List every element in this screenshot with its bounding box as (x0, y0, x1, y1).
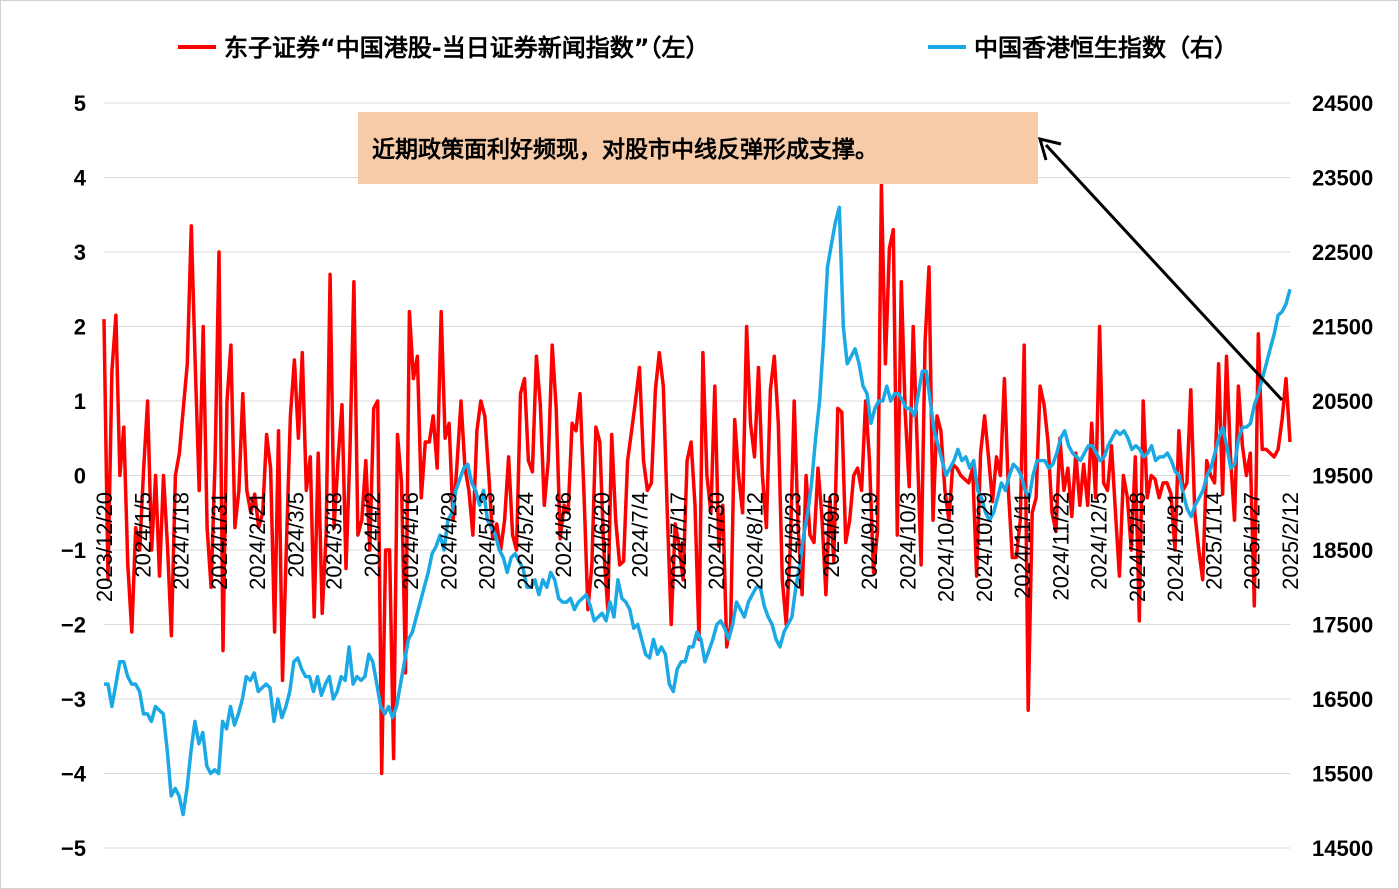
x-tick-label: 2024/10/3 (895, 492, 920, 590)
x-tick-label: 2025/1/14 (1202, 492, 1227, 590)
right-y-tick-label: 21500 (1312, 315, 1373, 340)
legend-label-hang-seng: 中国香港恒生指数（右） (974, 34, 1238, 62)
left-y-tick-label: 5 (74, 91, 86, 116)
x-tick-label: 2024/1/5 (130, 492, 155, 578)
x-tick-label: 2024/12/5 (1087, 492, 1112, 590)
left-y-tick-label: −2 (61, 613, 86, 638)
x-tick-label: 2024/8/12 (742, 492, 767, 590)
legend: 东子证券“中国港股-当日证券新闻指数”（左） 中国香港恒生指数（右） (178, 34, 1238, 62)
x-tick-label: 2024/8/23 (781, 492, 806, 590)
x-tick-label: 2024/9/5 (819, 492, 844, 578)
x-tick-label: 2024/10/29 (972, 492, 997, 602)
left-axis-ticks: 5 4 3 2 1 0 −1 −2 −3 −4 −5 (61, 91, 87, 861)
x-tick-label: 2024/10/16 (934, 492, 959, 602)
x-tick-label: 2024/7/17 (666, 492, 691, 590)
series-line-news-index (102, 183, 1292, 776)
x-tick-label: 2024/2/21 (245, 492, 270, 590)
x-tick-label: 2024/7/4 (628, 492, 653, 578)
right-y-tick-label: 18500 (1312, 538, 1373, 563)
right-y-tick-label: 23500 (1312, 166, 1373, 191)
left-y-tick-label: 1 (74, 389, 86, 414)
left-y-tick-label: −5 (61, 836, 86, 861)
annotation-arrow (1044, 143, 1284, 402)
annotation-box (358, 112, 1038, 184)
left-y-tick-label: 3 (74, 240, 86, 265)
x-tick-label: 2024/11/11 (1010, 492, 1035, 599)
left-y-tick-label: 2 (74, 315, 86, 340)
series-line-hang-seng (104, 205, 1292, 817)
x-tick-label: 2025/2/12 (1278, 492, 1303, 590)
left-y-tick-label: 0 (74, 464, 86, 489)
annotation-text: 近期政策面利好频现，对股市中线反弹形成支撑。 (372, 136, 878, 163)
left-y-tick-label: −3 (61, 687, 86, 712)
x-tick-label: 2024/12/31 (1163, 492, 1188, 602)
right-y-tick-label: 17500 (1312, 613, 1373, 638)
right-y-tick-label: 20500 (1312, 389, 1373, 414)
x-tick-label: 2024/1/18 (169, 492, 194, 590)
x-tick-label: 2024/4/16 (398, 492, 423, 590)
x-tick-label: 2024/9/19 (857, 492, 882, 590)
x-tick-label: 2024/3/5 (283, 492, 308, 578)
right-y-tick-label: 19500 (1312, 464, 1373, 489)
x-tick-label: 2024/11/22 (1049, 492, 1074, 600)
right-y-tick-label: 22500 (1312, 240, 1373, 265)
x-tick-label: 2023/12/20 (92, 492, 117, 602)
right-y-tick-label: 15500 (1312, 762, 1373, 787)
x-tick-label: 2024/1/31 (207, 492, 232, 590)
x-tick-label: 2024/6/6 (551, 492, 576, 578)
x-tick-label: 2024/3/18 (322, 492, 347, 590)
x-tick-label: 2025/1/27 (1240, 492, 1265, 590)
x-tick-label: 2024/7/30 (704, 492, 729, 590)
series-lines (102, 183, 1292, 817)
left-y-tick-label: −1 (61, 538, 86, 563)
annotation-arrowhead (1037, 136, 1062, 161)
right-y-tick-label: 14500 (1312, 836, 1373, 861)
right-axis-ticks: 24500 23500 22500 21500 20500 19500 18500 17500… (1312, 91, 1373, 861)
left-y-tick-label: −4 (61, 762, 87, 787)
x-tick-label: 2024/4/2 (360, 492, 385, 578)
annotation: 近期政策面利好频现，对股市中线反弹形成支撑。 (358, 112, 1284, 402)
x-tick-label: 2024/4/29 (436, 492, 461, 590)
x-axis-ticks: 2023/12/20 2024/1/5 2024/1/18 2024/1/31 2024… (92, 492, 1303, 602)
right-y-tick-label: 24500 (1312, 91, 1373, 116)
left-y-tick-label: 4 (74, 166, 87, 191)
x-tick-label: 2024/5/24 (513, 492, 538, 590)
x-tick-label: 2024/12/18 (1125, 492, 1150, 602)
x-tick-label: 2024/5/13 (475, 492, 500, 590)
legend-label-news-index: 东子证券“中国港股-当日证券新闻指数”（左） (224, 34, 710, 62)
right-y-tick-label: 16500 (1312, 687, 1373, 712)
x-tick-label: 2024/6/20 (589, 492, 614, 590)
